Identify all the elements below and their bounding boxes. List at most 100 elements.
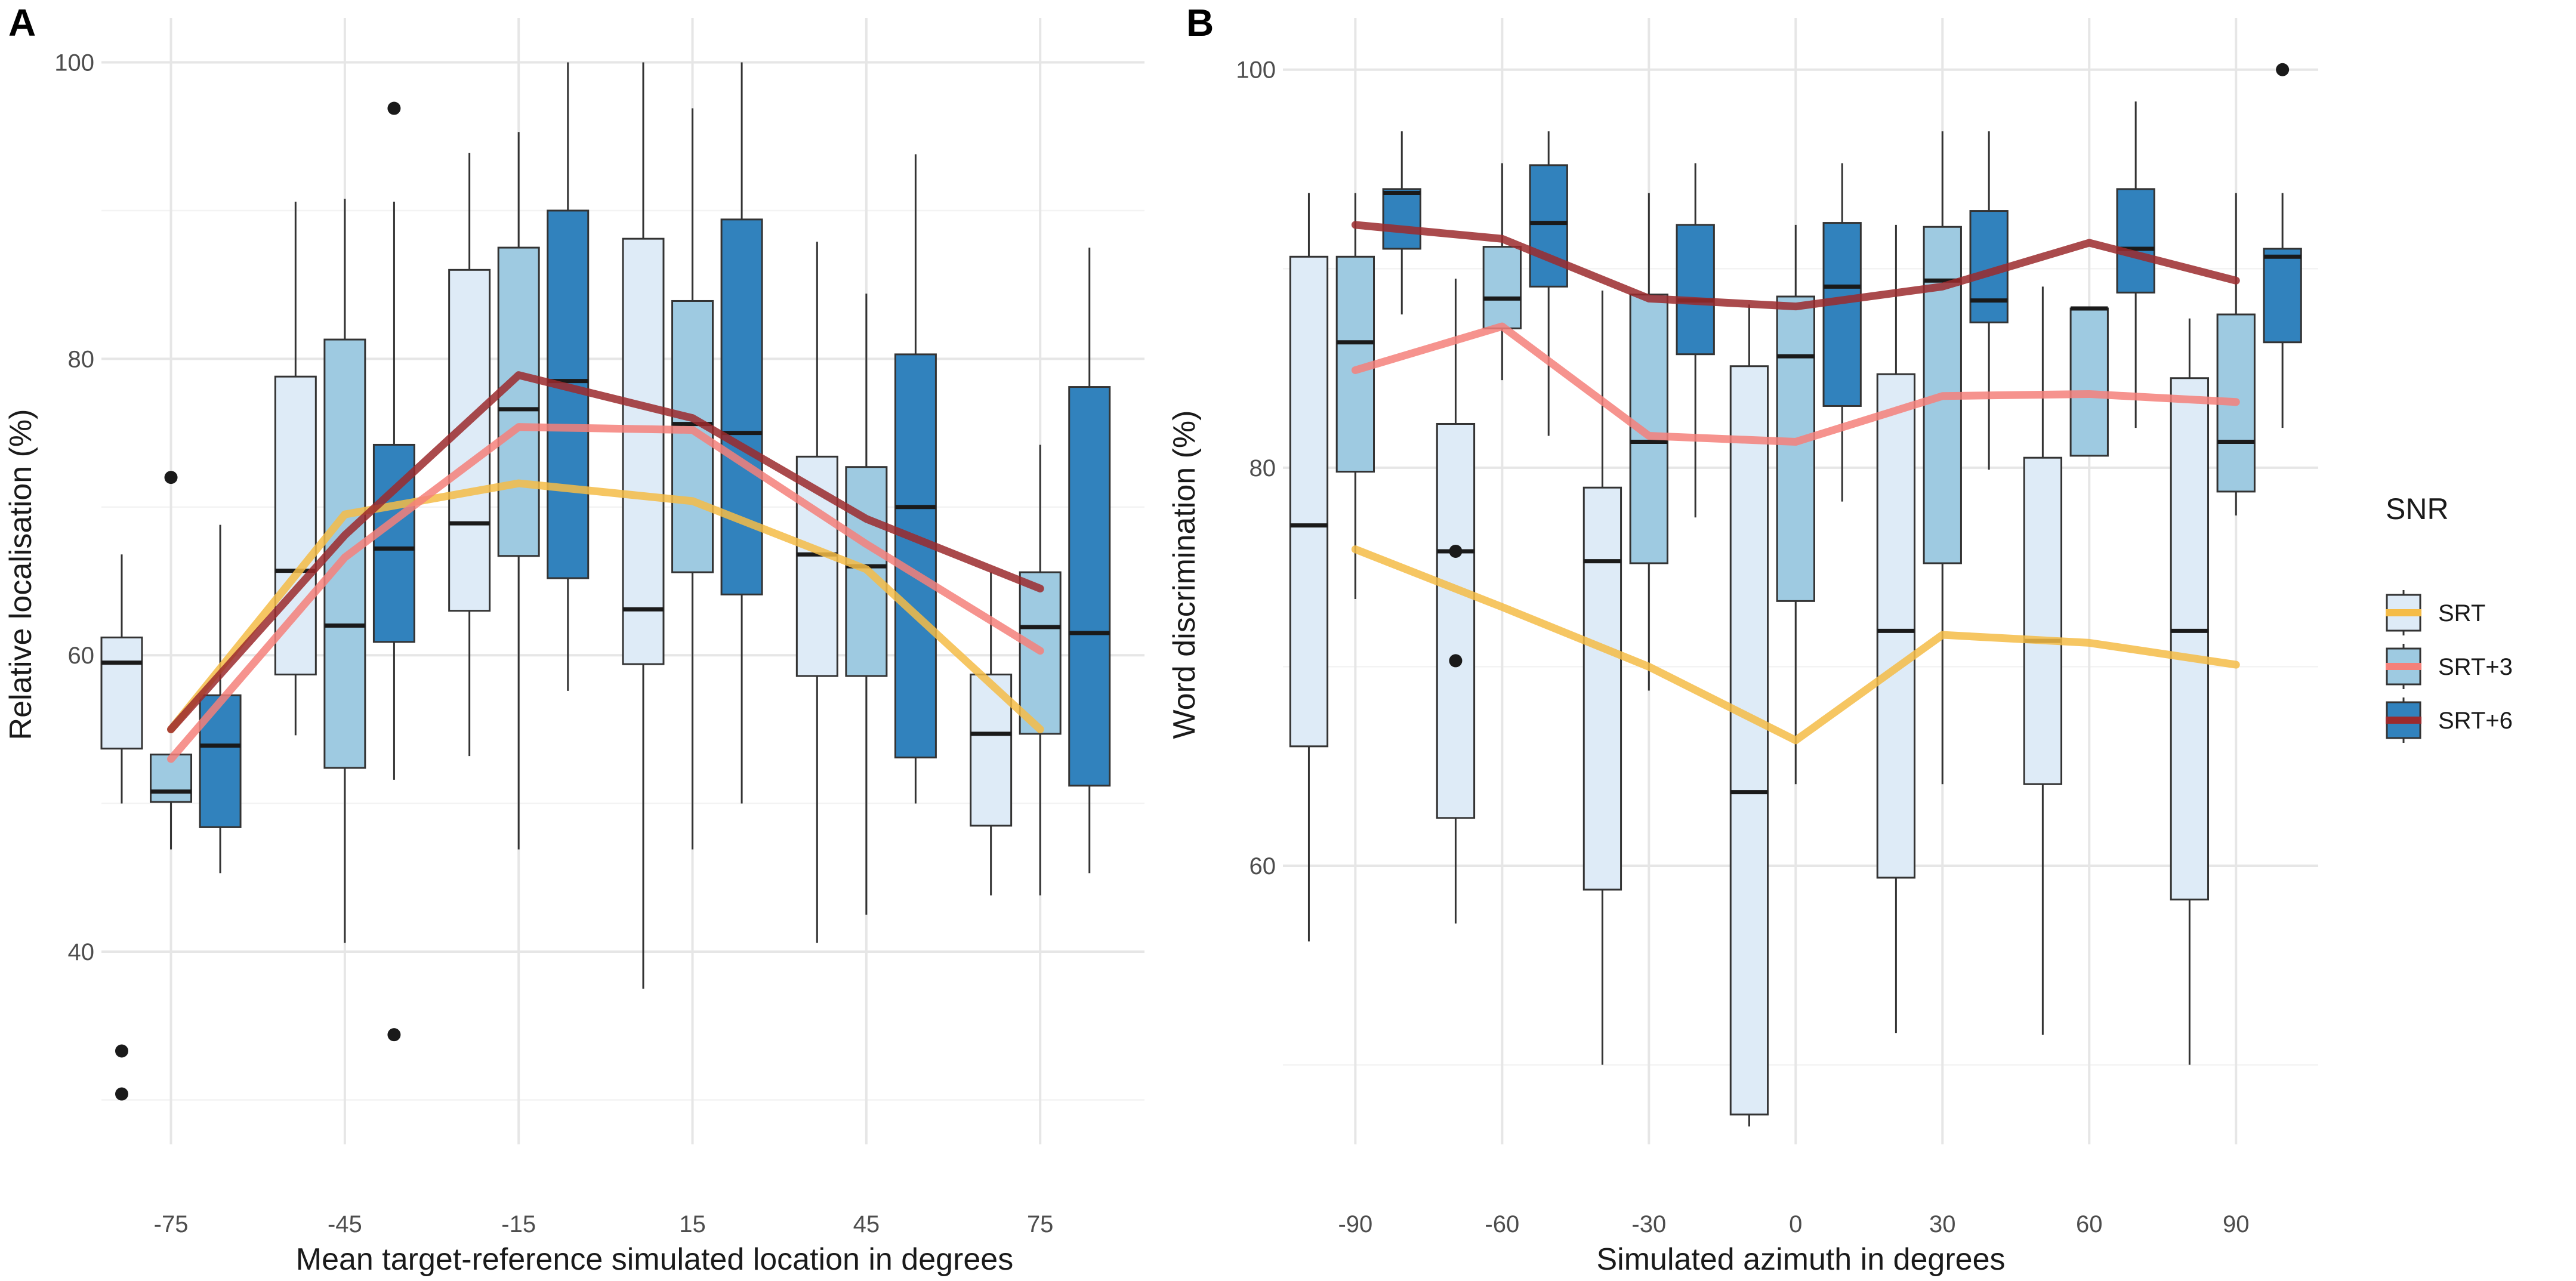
legend-label: SRT+3 <box>2438 654 2513 680</box>
panel-a-boxes <box>100 62 1111 1101</box>
panel-b-box-srt <box>1289 193 1329 942</box>
panel-b-label: B <box>1186 1 1214 44</box>
panel-a-box-srtplus3 <box>497 132 540 850</box>
box-body <box>1876 373 1916 879</box>
outlier-point <box>164 471 178 484</box>
box-body <box>100 636 143 750</box>
panel-b-box-srt <box>1729 304 1769 1126</box>
panel-a-box-srt <box>100 554 143 1101</box>
outlier-point <box>387 1028 401 1042</box>
panel-b-trend-line-srtplus3 <box>1351 322 2240 446</box>
outlier-point <box>387 101 401 115</box>
panel-a-x-axis-title: Mean target-reference simulated location… <box>296 1242 1013 1277</box>
box-body <box>448 268 491 612</box>
panel-b-box-srtplus6 <box>2263 63 2302 428</box>
box-body <box>2069 307 2109 457</box>
box-body <box>1068 386 1111 787</box>
panel-b-boxes <box>1289 63 2302 1126</box>
panel-b-y-axis-title: Word discrimination (%) <box>1167 410 1202 739</box>
box-body <box>1482 246 1522 329</box>
panel-b-box-srtplus6 <box>1822 163 1862 502</box>
panel-a-x-tick-label: 75 <box>1027 1211 1054 1237</box>
panel-b-box-srtplus3 <box>2069 306 2109 457</box>
panel-a-x-tick-label: 15 <box>679 1211 706 1237</box>
box-body <box>1436 422 1476 819</box>
panel-b-trend-line-srtplus6 <box>1351 221 2240 311</box>
panel-a-y-tick-label: 80 <box>68 346 95 372</box>
box-body <box>622 237 665 665</box>
panel-a-box-srtplus6 <box>894 154 937 804</box>
panel-a-trend-line-srtplus6 <box>167 371 1044 733</box>
panel-b-box-srt <box>2023 286 2063 1035</box>
outlier-point <box>2276 63 2290 76</box>
box-body <box>1676 224 1715 356</box>
panel-b-y-tick-label: 60 <box>1250 853 1276 879</box>
box-body <box>1289 255 1329 748</box>
panel-a-trend-line-srt <box>167 479 1044 733</box>
panel-a-y-tick-label: 100 <box>54 50 94 76</box>
legend-label: SRT+6 <box>2438 708 2513 734</box>
panel-b-ticks: 60 80 100 -90 -60 -30 0 30 60 90 <box>1236 57 2249 1237</box>
legend-label: SRT <box>2438 600 2485 626</box>
panel-b-y-tick-label: 100 <box>1236 57 1276 84</box>
panel-b-box-srt <box>1436 278 1476 924</box>
panel-b-x-tick-label: 30 <box>1929 1211 1956 1237</box>
panel-a-box-srtplus6 <box>1068 248 1111 873</box>
panel-b-box-srt <box>1876 224 1916 1033</box>
box-body <box>2263 248 2302 344</box>
box-body <box>1776 295 1815 602</box>
box-body <box>894 353 937 759</box>
panel-a-trend-line-srtplus3 <box>167 423 1044 763</box>
panel-b-x-tick-label: -90 <box>1338 1211 1372 1237</box>
box-body <box>1582 486 1622 891</box>
outlier-point <box>115 1087 128 1101</box>
box-body <box>2116 188 2155 294</box>
panel-a-box-srt <box>448 153 491 757</box>
box-body <box>2023 456 2063 785</box>
legend-item-srtplus6: SRT+6 <box>2386 697 2513 743</box>
panel-a-lines <box>167 371 1044 763</box>
legend-keys: SRT SRT+3 SRT+6 <box>2386 590 2513 743</box>
panel-a-y-axis-title: Relative localisation (%) <box>4 409 38 740</box>
panel-b-box-srt <box>1582 290 1622 1065</box>
panel-a-x-tick-label: -75 <box>154 1211 189 1237</box>
panel-a: A 40 60 80 100 -75 -45 -15 15 45 75 Mean target-r… <box>4 1 1144 1277</box>
panel-b-box-srtplus3 <box>1482 163 1522 381</box>
legend: SNR SRT SRT+3 SRT+6 <box>2386 492 2513 743</box>
panel-b-box-srtplus6 <box>1382 131 1421 315</box>
panel-b-lines <box>1351 221 2240 745</box>
panel-b-box-srt <box>2170 318 2210 1065</box>
legend-item-srtplus3: SRT+3 <box>2386 644 2513 689</box>
panel-b-x-tick-label: -60 <box>1485 1211 1519 1237</box>
panel-a-x-tick-label: 45 <box>853 1211 880 1237</box>
box-body <box>1729 365 1769 1116</box>
panel-b-x-tick-label: 0 <box>1789 1211 1802 1237</box>
panel-b-x-axis-title: Simulated azimuth in degrees <box>1596 1242 2005 1277</box>
box-body <box>1529 164 1568 288</box>
panel-a-y-tick-label: 40 <box>68 939 95 965</box>
box-body <box>720 218 763 595</box>
outlier-point <box>1449 654 1463 668</box>
panel-b: B 60 80 100 -90 -60 -30 0 30 60 90 Simulated azim… <box>1167 1 2318 1277</box>
box-body <box>497 246 540 557</box>
box-body <box>1382 188 1421 250</box>
panel-b-trend-line-srt <box>1351 545 2240 745</box>
panel-a-x-tick-label: -45 <box>328 1211 362 1237</box>
panel-b-box-srtplus6 <box>2116 101 2155 428</box>
panel-a-x-tick-label: -15 <box>501 1211 536 1237</box>
panel-a-box-srtplus3 <box>150 471 193 850</box>
panel-b-box-srtplus6 <box>1676 163 1715 518</box>
outlier-point <box>1449 544 1463 558</box>
panel-a-ticks: 40 60 80 100 -75 -45 -15 15 45 75 <box>54 50 1053 1237</box>
panel-a-box-srtplus6 <box>720 62 763 804</box>
panel-a-box-srt <box>622 62 665 989</box>
box-body <box>1822 222 1862 407</box>
box-body <box>2170 377 2210 901</box>
panel-b-x-tick-label: -30 <box>1631 1211 1666 1237</box>
panel-b-box-srtplus3 <box>1776 224 1815 785</box>
outlier-point <box>115 1044 128 1058</box>
panel-b-y-tick-label: 80 <box>1250 455 1276 481</box>
legend-title: SNR <box>2386 492 2449 526</box>
legend-item-srt: SRT <box>2386 590 2485 635</box>
